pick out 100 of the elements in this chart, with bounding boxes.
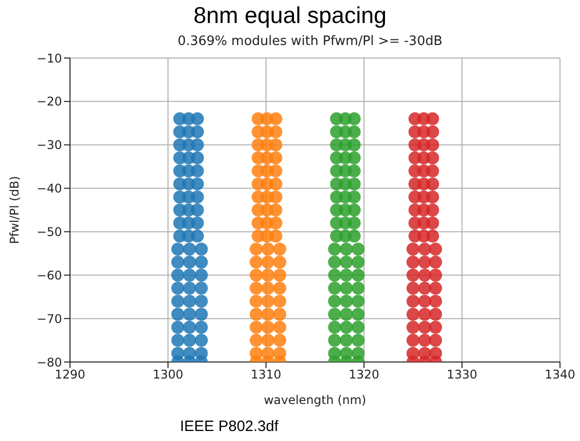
point (352, 268, 365, 282)
point (190, 138, 204, 152)
point (418, 320, 432, 334)
point (352, 282, 365, 295)
y-axis-title: Pfwl/Pl (dB) (7, 176, 22, 244)
point (261, 242, 274, 256)
point (328, 256, 342, 269)
point (328, 294, 342, 308)
point (426, 204, 440, 216)
point (418, 282, 432, 295)
point (171, 282, 184, 295)
point (190, 204, 204, 216)
point (273, 320, 286, 334)
point (183, 308, 196, 321)
chart-subtitle: 0.369% modules with Pfwm/Pl >= -30dB (176, 34, 444, 49)
point (171, 334, 184, 347)
point (190, 125, 204, 138)
x-tick-label: 1340 (544, 368, 576, 382)
point (348, 138, 361, 152)
point (269, 230, 282, 243)
point (194, 294, 208, 308)
point (261, 334, 274, 347)
point (406, 256, 420, 269)
point (194, 334, 208, 347)
point (269, 177, 282, 190)
y-tick-label: −10 (36, 51, 62, 66)
point (328, 334, 342, 347)
point (426, 164, 440, 178)
point (352, 242, 365, 256)
y-tick-label: −20 (36, 94, 62, 109)
point (426, 151, 440, 164)
point (426, 138, 440, 152)
point (261, 294, 274, 308)
point (348, 125, 361, 138)
point (183, 294, 196, 308)
point (273, 268, 286, 282)
point (328, 268, 342, 282)
point (261, 256, 274, 269)
point (269, 204, 282, 216)
point (429, 256, 442, 269)
x-tick-label: 1330 (446, 368, 478, 382)
y-tick-label: −40 (36, 182, 62, 196)
point (426, 230, 440, 243)
point (418, 334, 432, 347)
point (273, 242, 286, 256)
point (261, 320, 274, 334)
point (171, 308, 184, 321)
text: IEEE P802.3df (180, 418, 278, 435)
point (171, 242, 184, 256)
point (340, 256, 353, 269)
point (429, 242, 442, 256)
point (426, 216, 440, 230)
x-tick-label: 1290 (54, 368, 86, 382)
point (194, 320, 208, 334)
point (340, 268, 353, 282)
point (269, 190, 282, 204)
point (348, 230, 361, 243)
point (183, 320, 196, 334)
point (194, 282, 208, 295)
point (250, 294, 263, 308)
point (406, 282, 420, 295)
point (418, 242, 432, 256)
y-tick-label: −70 (36, 312, 62, 326)
point (418, 294, 432, 308)
point (429, 334, 442, 347)
point (273, 308, 286, 321)
point (183, 282, 196, 295)
point (194, 308, 208, 321)
point (348, 216, 361, 230)
point (328, 242, 342, 256)
point (352, 334, 365, 347)
point (190, 164, 204, 178)
point (352, 308, 365, 321)
point (328, 320, 342, 334)
point (269, 164, 282, 178)
point (352, 320, 365, 334)
point (269, 216, 282, 230)
point (340, 320, 353, 334)
point (340, 308, 353, 321)
point (429, 294, 442, 308)
point (194, 256, 208, 269)
point (194, 268, 208, 282)
point (250, 242, 263, 256)
point (328, 282, 342, 295)
chart-title: 8nm equal spacing (192, 2, 388, 29)
point (190, 112, 204, 126)
x-tick-label: 1300 (152, 368, 184, 382)
point (190, 190, 204, 204)
point (273, 334, 286, 347)
point (418, 268, 432, 282)
point (250, 334, 263, 347)
point (426, 112, 440, 126)
y-tick-label: −30 (36, 138, 62, 152)
y-tick-label: −80 (36, 355, 62, 370)
point (406, 308, 420, 321)
point (190, 230, 204, 243)
point (190, 216, 204, 230)
point (426, 125, 440, 138)
point (406, 242, 420, 256)
point (261, 282, 274, 295)
